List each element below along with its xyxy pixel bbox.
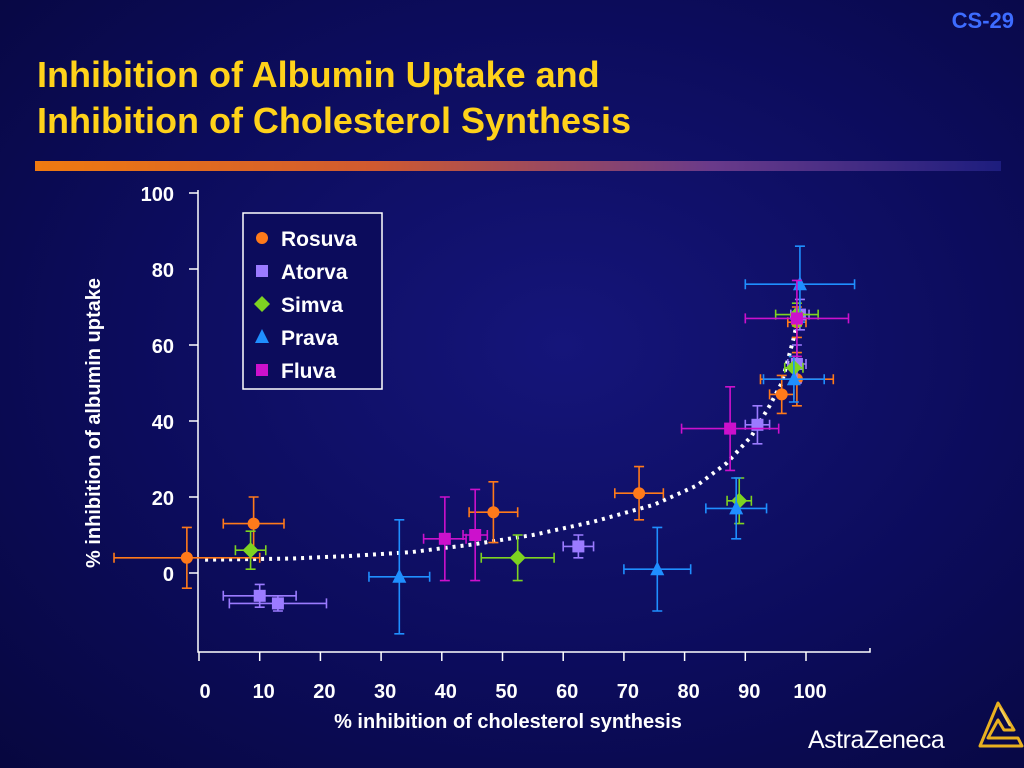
legend-prava-label: Prava — [281, 327, 339, 350]
prava-point — [792, 276, 807, 291]
atorva-point — [253, 589, 266, 602]
chart-axes: 0 20 40 60 80 100 0 10 20 30 40 50 60 70 80 90 100 — [141, 184, 871, 703]
legend-rosuva-marker — [256, 232, 268, 244]
prava-point — [392, 568, 407, 583]
slide-title-line-1: Inhibition of Albumin Uptake and — [37, 54, 600, 95]
x-tick-label: 40 — [435, 681, 457, 703]
atorva-point — [572, 540, 585, 553]
rosuva-point — [180, 551, 193, 564]
x-axis-label: % inhibition of cholesterol synthesis — [334, 711, 682, 733]
rosuva-point — [633, 487, 646, 500]
x-tick-label: 50 — [495, 681, 517, 703]
fluva-point — [724, 422, 737, 435]
y-axis-label: % inhibition of albumin uptake — [83, 278, 105, 568]
series-fluva — [422, 279, 850, 582]
slide-title: Inhibition of Albumin Uptake and Inhibit… — [37, 52, 631, 144]
legend-prava-marker — [255, 329, 269, 343]
legend-simva-label: Simva — [281, 294, 343, 317]
prava-point — [650, 561, 665, 576]
astrazeneca-logo-icon — [978, 701, 1024, 748]
prava-point — [729, 500, 744, 515]
x-tick-label: 0 — [199, 681, 210, 703]
title-divider — [35, 161, 1001, 171]
legend-rosuva-label: Rosuva — [281, 228, 357, 251]
slide-title-line-2: Inhibition of Cholesterol Synthesis — [37, 100, 632, 141]
fit-curve — [205, 314, 801, 562]
fluva-point — [790, 312, 803, 325]
x-tick-label: 60 — [556, 681, 578, 703]
data-points-layer — [113, 245, 856, 635]
x-tick-label: 80 — [677, 681, 699, 703]
legend-fluva-label: Fluva — [281, 360, 336, 383]
y-tick-label: 40 — [152, 412, 174, 434]
chart-legend: Rosuva Atorva Simva Prava Fluva — [242, 212, 383, 390]
rosuva-point — [487, 506, 500, 519]
logo-text: AstraZeneca — [808, 726, 945, 754]
simva-point — [509, 549, 526, 566]
legend-fluva-marker — [256, 364, 268, 376]
y-tick-label: 100 — [141, 184, 174, 206]
legend-atorva-marker — [256, 265, 268, 277]
legend-simva-marker — [254, 296, 270, 312]
x-tick-label: 70 — [617, 681, 639, 703]
fit-curve-layer — [205, 314, 801, 562]
simva-point — [242, 542, 259, 559]
x-tick-label: 100 — [793, 681, 826, 703]
x-tick-label: 30 — [374, 681, 396, 703]
y-tick-label: 80 — [152, 260, 174, 282]
legend-atorva-label: Atorva — [281, 261, 348, 284]
fluva-point — [469, 529, 482, 541]
x-tick-label: 10 — [253, 681, 275, 703]
x-tick-label: 90 — [738, 681, 760, 703]
x-tick-label: 20 — [313, 681, 335, 703]
rosuva-point — [247, 517, 260, 530]
y-tick-label: 60 — [152, 336, 174, 358]
rosuva-point — [775, 388, 788, 401]
slide-number: CS-29 — [951, 8, 1014, 33]
y-tick-label: 20 — [152, 488, 174, 510]
fluva-point — [438, 532, 451, 545]
prava-point — [786, 371, 801, 386]
atorva-point — [271, 597, 284, 610]
y-tick-label: 0 — [163, 564, 174, 586]
series-prava — [368, 245, 856, 635]
atorva-point — [751, 418, 764, 431]
series-rosuva — [113, 306, 835, 589]
